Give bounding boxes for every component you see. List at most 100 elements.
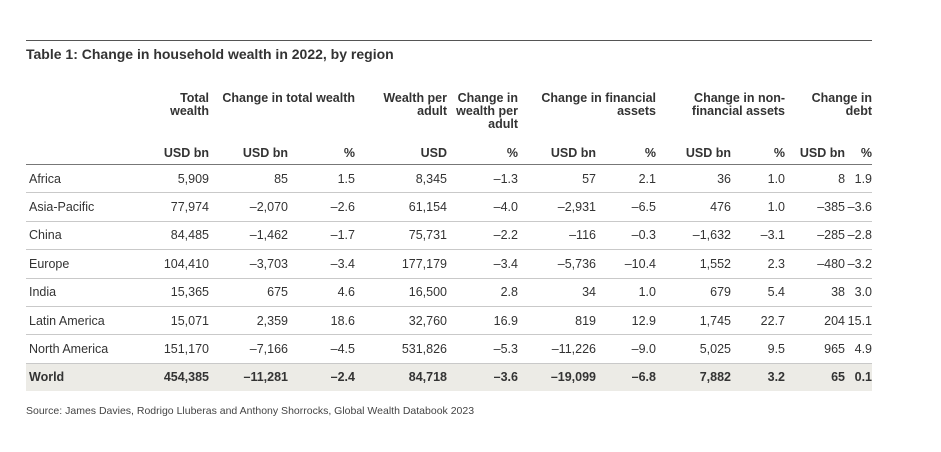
value-cell: 75,731 [355, 221, 447, 251]
unit-cell: USD bn [656, 142, 731, 165]
value-cell: –5.3 [447, 334, 518, 364]
value-cell: 7,882 [656, 363, 731, 392]
value-cell: 104,410 [139, 249, 209, 279]
value-cell: –5,736 [518, 249, 596, 279]
value-cell: 476 [656, 192, 731, 222]
value-cell: 77,974 [139, 192, 209, 222]
region-cell: China [26, 221, 139, 251]
value-cell: –10.4 [596, 249, 656, 279]
region-cell: India [26, 278, 139, 307]
value-cell: –3.4 [288, 249, 355, 279]
unit-cell: USD bn [518, 142, 596, 165]
region-cell: North America [26, 334, 139, 364]
value-cell: 9.5 [731, 334, 786, 364]
value-cell: 84,718 [355, 363, 447, 392]
value-cell: 61,154 [355, 192, 447, 222]
units-row: USD bn USD bn % USD % USD bn % USD bn % … [26, 142, 873, 165]
value-cell: 57 [518, 164, 596, 194]
value-cell: –385 [785, 192, 846, 222]
value-cell: 1.0 [596, 278, 656, 307]
value-cell: 454,385 [139, 363, 209, 392]
value-cell: 38 [785, 278, 846, 307]
unit-cell: % [288, 142, 355, 165]
value-cell: 8,345 [355, 164, 447, 194]
unit-cell: % [845, 142, 873, 165]
value-cell: 177,179 [355, 249, 447, 279]
region-cell: Latin America [26, 306, 139, 336]
unit-cell: USD bn [785, 142, 846, 165]
value-cell: 16,500 [355, 278, 447, 307]
header-change-total-wealth: Change in total wealth [222, 91, 355, 105]
value-cell: 965 [785, 334, 846, 364]
value-cell: –480 [785, 249, 846, 279]
header-wealth-per-adult: Wealth per adult [383, 91, 447, 118]
value-cell: 15,071 [139, 306, 209, 336]
value-cell: 1.0 [731, 164, 786, 194]
value-cell: 5,025 [656, 334, 731, 364]
value-cell: –4.0 [447, 192, 518, 222]
value-cell: 2,359 [209, 306, 288, 336]
unit-cell: % [447, 142, 518, 165]
header-region [26, 92, 139, 142]
table-row: Latin America 15,071 2,359 18.6 32,760 1… [26, 306, 873, 336]
value-cell: –2.6 [288, 192, 355, 222]
value-cell: –1,632 [656, 221, 731, 251]
value-cell: –9.0 [596, 334, 656, 364]
value-cell: 819 [518, 306, 596, 336]
value-cell: 1,745 [656, 306, 731, 336]
value-cell: 2.3 [731, 249, 786, 279]
value-cell: 36 [656, 164, 731, 194]
unit-region [26, 142, 139, 165]
value-cell: –2,070 [209, 192, 288, 222]
table-row: India 15,365 675 4.6 16,500 2.8 34 1.0 6… [26, 278, 873, 307]
value-cell: –19,099 [518, 363, 596, 392]
value-cell: 1.9 [845, 164, 873, 194]
value-cell: 679 [656, 278, 731, 307]
value-cell: 5,909 [139, 164, 209, 194]
world-row: World 454,385 –11,281 –2.4 84,718 –3.6 –… [26, 363, 873, 392]
table-title: Table 1: Change in household wealth in 2… [26, 46, 394, 62]
value-cell: 8 [785, 164, 846, 194]
value-cell: 3.0 [845, 278, 873, 307]
value-cell: 18.6 [288, 306, 355, 336]
value-cell: 151,170 [139, 334, 209, 364]
value-cell: –2.2 [447, 221, 518, 251]
value-cell: 5.4 [731, 278, 786, 307]
value-cell: –3.1 [731, 221, 786, 251]
table-row: North America 151,170 –7,166 –4.5 531,82… [26, 334, 873, 364]
value-cell: 675 [209, 278, 288, 307]
value-cell: –1.3 [447, 164, 518, 194]
value-cell: –7,166 [209, 334, 288, 364]
source-note: Source: James Davies, Rodrigo Lluberas a… [26, 405, 475, 417]
value-cell: 1.0 [731, 192, 786, 222]
value-cell: 2.8 [447, 278, 518, 307]
value-cell: –6.8 [596, 363, 656, 392]
region-cell: Asia-Pacific [26, 192, 139, 222]
value-cell: 12.9 [596, 306, 656, 336]
value-cell: 22.7 [731, 306, 786, 336]
unit-cell: % [596, 142, 656, 165]
value-cell: 16.9 [447, 306, 518, 336]
value-cell: 531,826 [355, 334, 447, 364]
value-cell: –11,226 [518, 334, 596, 364]
value-cell: –3.4 [447, 249, 518, 279]
wealth-table: Total wealth Change in total wealth Weal… [26, 91, 873, 392]
value-cell: 15,365 [139, 278, 209, 307]
value-cell: –285 [785, 221, 846, 251]
unit-cell: USD bn [209, 142, 288, 165]
value-cell: –1.7 [288, 221, 355, 251]
value-cell: 34 [518, 278, 596, 307]
value-cell: –3.2 [845, 249, 873, 279]
header-change-wealth-per-adult: Change in wealth per adult [456, 91, 518, 131]
value-cell: –3.6 [447, 363, 518, 392]
value-cell: –3.6 [845, 192, 873, 222]
value-cell: 204 [785, 306, 846, 336]
value-cell: 84,485 [139, 221, 209, 251]
value-cell: 15.1 [845, 306, 873, 336]
value-cell: 2.1 [596, 164, 656, 194]
region-cell: Africa [26, 164, 139, 194]
table-row: Europe 104,410 –3,703 –3.4 177,179 –3.4 … [26, 249, 873, 279]
value-cell: –116 [518, 221, 596, 251]
value-cell: 32,760 [355, 306, 447, 336]
value-cell: –3,703 [209, 249, 288, 279]
